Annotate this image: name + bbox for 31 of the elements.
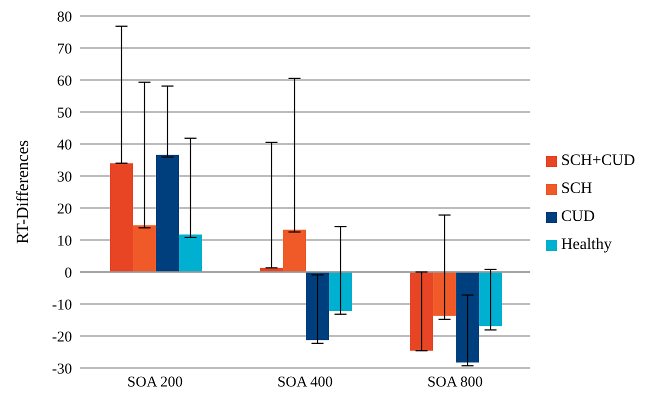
y-tick-label: 70 — [57, 41, 72, 58]
bar — [479, 272, 502, 326]
legend-label: SCH+CUD — [561, 152, 635, 169]
y-tick-label: -20 — [52, 329, 72, 346]
y-axis-title: RT-Differences — [13, 140, 32, 244]
y-tick-label: 30 — [57, 169, 72, 186]
y-tick-label: -30 — [52, 361, 72, 378]
y-tick-label: 50 — [57, 105, 72, 122]
y-tick-label: -10 — [52, 297, 72, 314]
y-tick-label: 20 — [57, 201, 72, 218]
bar — [133, 225, 156, 272]
bar — [156, 154, 180, 272]
legend-label: CUD — [561, 208, 595, 225]
bar — [283, 230, 306, 272]
bar — [306, 272, 330, 340]
y-tick-label: 40 — [57, 137, 72, 154]
bar — [110, 163, 134, 272]
legend-label: Healthy — [561, 236, 612, 253]
bar — [179, 234, 202, 272]
bar — [329, 272, 352, 312]
bar — [410, 272, 434, 351]
x-tick-label: SOA 200 — [127, 374, 183, 391]
y-tick-label: 80 — [57, 9, 72, 26]
bar — [456, 272, 480, 363]
legend-label: SCH — [561, 180, 592, 197]
bar — [433, 272, 456, 316]
y-tick-label: 0 — [64, 265, 72, 282]
y-tick-label: 60 — [57, 73, 72, 90]
y-tick-label: 10 — [57, 233, 72, 250]
x-tick-label: SOA 400 — [277, 374, 333, 391]
x-tick-label: SOA 800 — [427, 374, 483, 391]
